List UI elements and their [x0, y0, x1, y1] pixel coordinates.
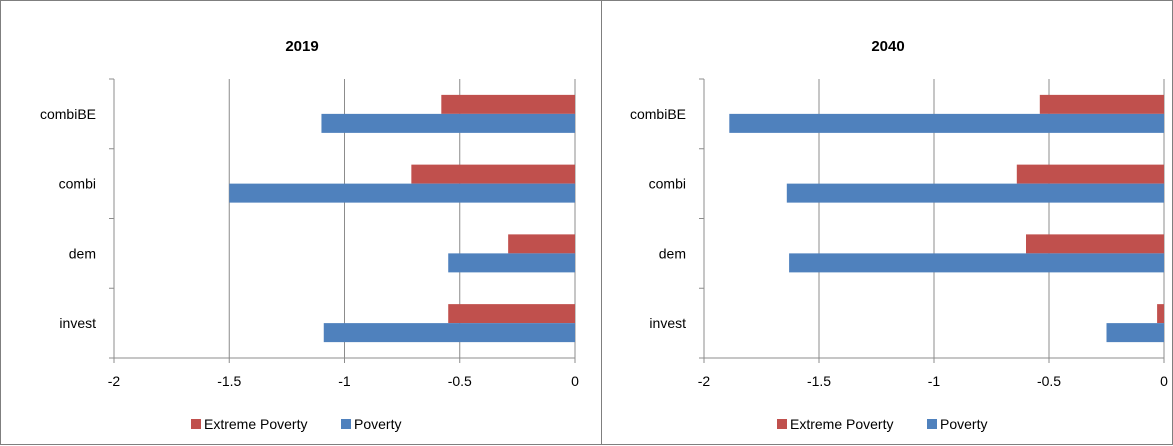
category-label: combi — [649, 176, 686, 192]
bar-poverty — [321, 113, 575, 133]
chart-title: 2040 — [871, 38, 904, 55]
legend-label: Poverty — [940, 416, 987, 432]
bar-poverty — [729, 113, 1164, 133]
x-tick-label: -2 — [698, 373, 711, 389]
bar-extreme-poverty — [448, 304, 575, 324]
category-label: invest — [649, 315, 686, 331]
bar-poverty — [789, 253, 1164, 273]
x-tick-label: -2 — [108, 373, 121, 389]
x-tick-label: 0 — [1160, 373, 1168, 389]
bar-extreme-poverty — [1026, 234, 1164, 254]
chart-panel-2019: 2019 combiBE combi dem invest -2 -1.5 -1 -0.5 0 Ex… — [0, 0, 602, 445]
legend-label: Poverty — [354, 416, 401, 432]
legend-swatch — [927, 419, 937, 429]
x-tick-label: 0 — [571, 373, 579, 389]
x-tick-label: -1.5 — [807, 373, 831, 389]
bar-extreme-poverty — [441, 94, 575, 114]
category-label: combi — [59, 176, 96, 192]
bar-extreme-poverty — [508, 234, 575, 254]
chart-2040: 2040 combiBE combi dem invest -2 -1.5 -1 -0.5 0 Ex… — [630, 38, 1168, 432]
bar-poverty — [1106, 323, 1164, 343]
legend-swatch — [341, 419, 351, 429]
bar-extreme-poverty — [1157, 304, 1164, 324]
chart-title: 2019 — [285, 38, 318, 55]
category-label: dem — [69, 245, 96, 261]
legend-swatch — [191, 419, 201, 429]
bar-poverty — [448, 253, 575, 273]
chart-panel-2040: 2040 combiBE combi dem invest -2 -1.5 -1 -0.5 0 Ex… — [601, 0, 1173, 445]
bar-extreme-poverty — [1039, 94, 1164, 114]
legend-swatch — [777, 419, 787, 429]
bar-poverty — [229, 183, 575, 203]
chart-2019: 2019 combiBE combi dem invest -2 -1.5 -1 -0.5 0 Ex… — [40, 38, 579, 432]
bar-extreme-poverty — [411, 164, 575, 184]
bar-extreme-poverty — [1016, 164, 1164, 184]
bar-poverty — [786, 183, 1164, 203]
category-label: combiBE — [630, 106, 686, 122]
x-tick-label: -1 — [928, 373, 941, 389]
category-label: dem — [659, 245, 686, 261]
bar-poverty — [323, 323, 575, 343]
x-tick-label: -1 — [338, 373, 351, 389]
category-label: invest — [59, 315, 96, 331]
x-tick-label: -0.5 — [1037, 373, 1061, 389]
x-tick-label: -1.5 — [217, 373, 241, 389]
category-label: combiBE — [40, 106, 96, 122]
legend-label: Extreme Poverty — [204, 416, 307, 432]
x-tick-label: -0.5 — [448, 373, 472, 389]
legend-label: Extreme Poverty — [790, 416, 893, 432]
